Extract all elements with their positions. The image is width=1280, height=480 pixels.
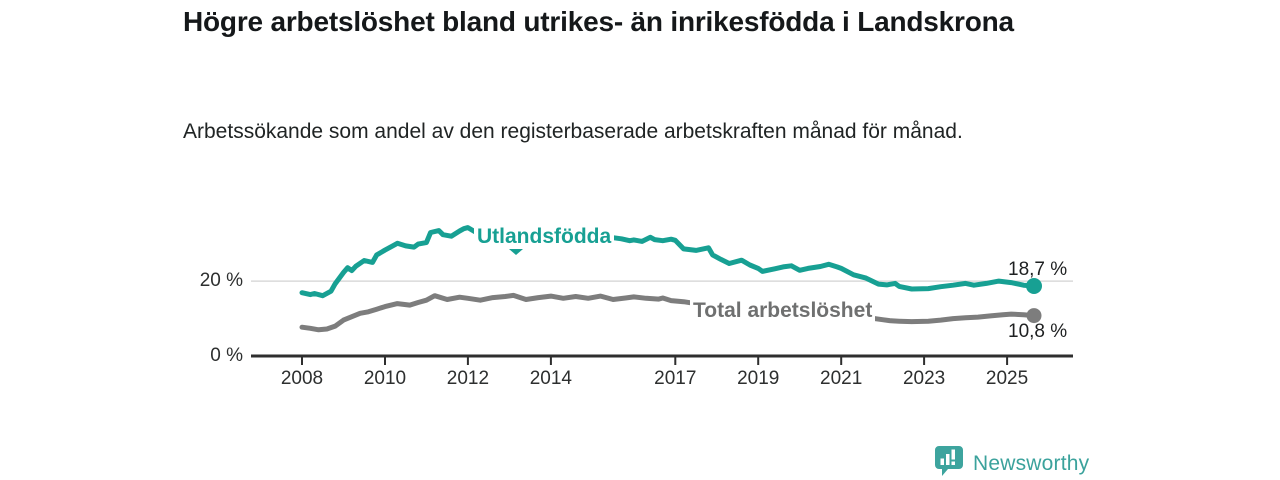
chart-subtitle: Arbetssökande som andel av den registerb… bbox=[183, 120, 963, 143]
newsworthy-logo-text: Newsworthy bbox=[973, 451, 1090, 475]
series-label-caret-icon bbox=[509, 249, 523, 255]
x-tick-label-2012: 2012 bbox=[446, 368, 490, 389]
series-line-0 bbox=[299, 225, 1037, 299]
x-tick-label-2008: 2008 bbox=[280, 368, 324, 389]
series-end-dot-0 bbox=[1026, 278, 1042, 294]
x-tick-label-2017: 2017 bbox=[654, 368, 697, 389]
x-tick-label-2019: 2019 bbox=[737, 368, 780, 389]
series-label-utlandsfodda: Utlandsfödda bbox=[474, 224, 615, 250]
newsworthy-branding: Newsworthy bbox=[934, 445, 1089, 480]
series-label-total: Total arbetslöshet bbox=[690, 298, 876, 324]
end-value-label-total: 10,8 % bbox=[1008, 321, 1068, 342]
y-tick-label-0: 0 % bbox=[210, 345, 243, 366]
end-value-label-utlandsfodda: 18,7 % bbox=[1008, 259, 1068, 280]
y-tick-label-20: 20 % bbox=[199, 270, 243, 292]
newsworthy-logo-icon bbox=[934, 445, 964, 480]
x-tick-label-2023: 2023 bbox=[902, 368, 946, 389]
series-end-dot-1 bbox=[1026, 308, 1042, 324]
series-line-1 bbox=[299, 292, 1037, 333]
x-tick-label-2014: 2014 bbox=[529, 368, 572, 389]
page-title: Högre arbetslöshet bland utrikes- än inr… bbox=[183, 6, 1014, 37]
x-tick-label-2010: 2010 bbox=[363, 368, 407, 389]
x-tick-label-2025: 2025 bbox=[985, 368, 1029, 389]
x-tick-label-2021: 2021 bbox=[820, 368, 863, 389]
